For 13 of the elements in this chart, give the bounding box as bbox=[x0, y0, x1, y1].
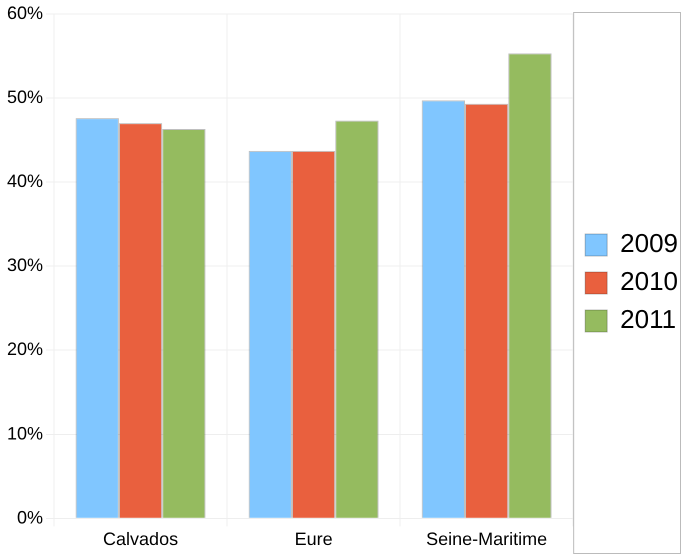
y-tick-label: 30% bbox=[6, 255, 44, 276]
y-tick-label: 20% bbox=[6, 339, 44, 360]
x-tick-label: Calvados bbox=[103, 529, 178, 550]
y-tick-label: 10% bbox=[6, 423, 44, 444]
y-tick-label: 40% bbox=[6, 170, 44, 191]
legend-label: 2010 bbox=[620, 266, 678, 296]
x-tick-label: Seine-Maritime bbox=[426, 529, 548, 550]
y-tick-label: 60% bbox=[6, 2, 44, 23]
legend-label: 2011 bbox=[620, 304, 676, 334]
y-tick-label: 50% bbox=[6, 86, 44, 107]
y-tick-label: 0% bbox=[17, 507, 44, 528]
legend-label: 2009 bbox=[620, 228, 678, 258]
x-tick-label: Eure bbox=[294, 529, 333, 550]
